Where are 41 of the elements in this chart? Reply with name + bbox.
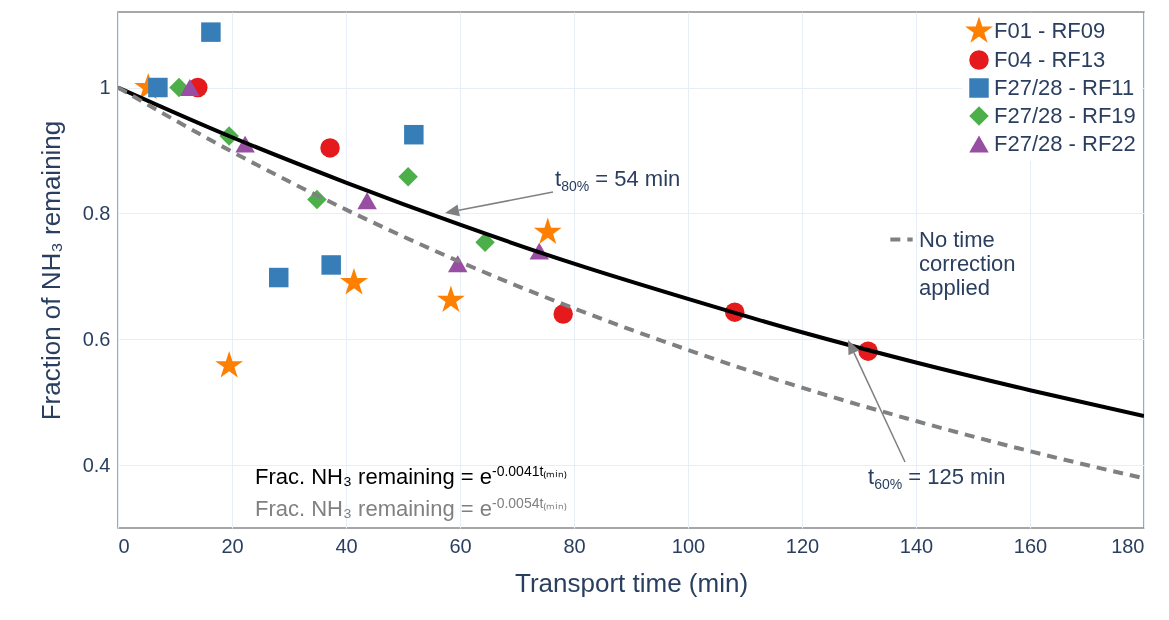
legend-label: F04 - RF13: [994, 47, 1106, 72]
x-tick-label: 0: [118, 534, 130, 557]
legend-label: F27/28 - RF22: [994, 131, 1136, 156]
x-tick-label: 180: [1111, 534, 1145, 557]
x-tick-label: 40: [335, 534, 358, 557]
x-tick-label: 140: [899, 534, 934, 557]
legend-label: F01 - RF09: [994, 18, 1106, 43]
point: [268, 267, 289, 288]
y-tick-label: 0.4: [82, 453, 111, 476]
point: [553, 304, 573, 324]
point: [320, 138, 340, 158]
y-tick-label: 0.6: [82, 327, 111, 350]
y-axis-title: Fraction of NH₃ remaining: [35, 120, 66, 421]
point: [398, 167, 418, 187]
annotation: Frac. NH₃ remaining = e$^{-0.0041t₍ₘᵢₙ₎}$: [255, 463, 567, 490]
point: [215, 351, 244, 378]
x-tick-label: 100: [671, 534, 706, 557]
point: [436, 285, 465, 313]
point: [404, 124, 424, 145]
point: [148, 77, 168, 98]
annotation: Frac. NH₃ remaining = e$^{-0.0054t₍ₘᵢₙ₎}$: [255, 495, 567, 522]
legend-label: No time correction applied: [919, 226, 1016, 300]
point: [180, 79, 200, 96]
y-tick-label: 1: [99, 76, 111, 99]
point: [533, 217, 562, 245]
x-tick-label: 160: [1013, 534, 1048, 557]
point: [357, 192, 377, 210]
y-tick-label: 0.8: [82, 201, 111, 224]
x-tick-label: 120: [785, 534, 820, 557]
point: [340, 267, 368, 295]
x-tick-label: 60: [449, 534, 472, 557]
annotation: t$_{60%}$ = 125 min: [868, 464, 1006, 493]
point: [201, 22, 221, 42]
legend-label: F27/28 - RF11: [994, 75, 1135, 100]
point: [475, 232, 495, 253]
x-tick-label: 80: [563, 534, 586, 557]
x-axis-title: Transport time (min): [514, 567, 749, 598]
annotation: t$_{80%}$ = 54 min: [555, 166, 681, 195]
legend-label: F27/28 - RF19: [994, 103, 1136, 128]
point: [321, 255, 341, 275]
x-tick-label: 20: [221, 534, 244, 557]
